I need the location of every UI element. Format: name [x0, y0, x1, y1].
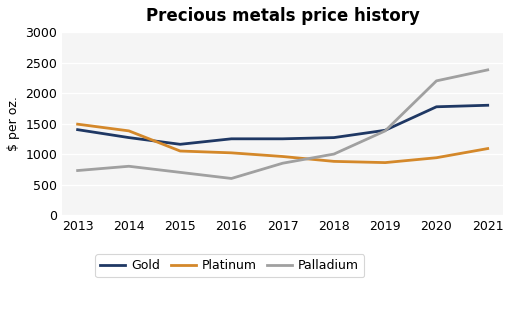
Gold — [75, 128, 81, 132]
Gold — [280, 137, 286, 141]
Platinum — [228, 151, 234, 155]
Y-axis label: $ per oz.: $ per oz. — [7, 96, 20, 151]
Gold — [433, 105, 439, 109]
Gold — [382, 128, 388, 132]
Palladium — [382, 129, 388, 133]
Palladium — [177, 170, 183, 174]
Gold — [177, 142, 183, 146]
Platinum — [331, 159, 337, 163]
Palladium — [485, 68, 491, 72]
Palladium — [126, 164, 132, 168]
Gold — [126, 136, 132, 140]
Title: Precious metals price history: Precious metals price history — [146, 7, 420, 25]
Legend: Gold, Platinum, Palladium: Gold, Platinum, Palladium — [95, 254, 364, 277]
Line: Platinum: Platinum — [78, 124, 488, 163]
Palladium — [433, 79, 439, 83]
Platinum — [280, 154, 286, 158]
Platinum — [382, 161, 388, 165]
Palladium — [331, 152, 337, 156]
Platinum — [126, 129, 132, 133]
Line: Gold: Gold — [78, 105, 488, 144]
Gold — [331, 136, 337, 140]
Gold — [228, 137, 234, 141]
Platinum — [433, 156, 439, 160]
Platinum — [177, 149, 183, 153]
Palladium — [280, 161, 286, 165]
Palladium — [75, 169, 81, 173]
Platinum — [75, 122, 81, 126]
Line: Palladium: Palladium — [78, 70, 488, 179]
Palladium — [228, 177, 234, 181]
Platinum — [485, 147, 491, 150]
Gold — [485, 103, 491, 107]
